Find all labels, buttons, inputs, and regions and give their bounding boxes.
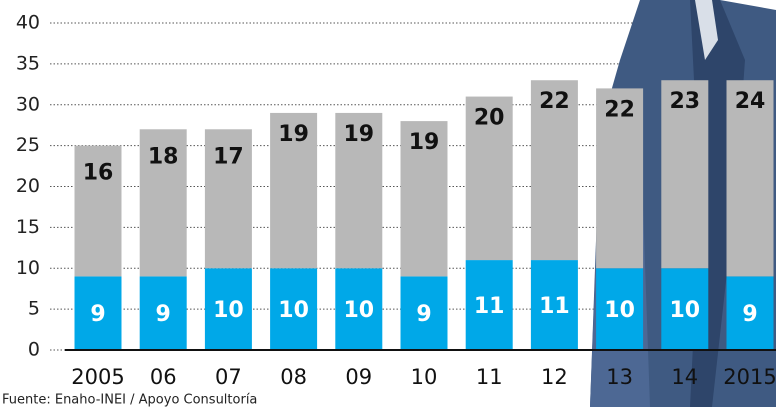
x-tick-label: 2015: [723, 365, 776, 389]
value-label: 10: [669, 298, 700, 323]
y-tick-label: 0: [28, 339, 40, 361]
x-tick-label: 09: [345, 365, 372, 389]
x-tick-label: 11: [476, 365, 503, 389]
value-label: 23: [669, 89, 700, 114]
x-tick-label: 06: [150, 365, 177, 389]
y-tick-label: 40: [16, 12, 40, 34]
value-label: 10: [604, 298, 635, 323]
value-label: 11: [474, 294, 505, 319]
value-label: 19: [343, 122, 374, 147]
y-tick-label: 25: [16, 134, 40, 156]
y-tick-label: 20: [16, 175, 40, 197]
x-tick-label: 07: [215, 365, 242, 389]
value-label: 19: [409, 130, 440, 155]
value-label: 24: [735, 89, 766, 114]
value-label: 9: [742, 302, 757, 327]
y-tick-label: 30: [16, 93, 40, 115]
value-label: 10: [213, 298, 244, 323]
y-tick-label: 35: [16, 52, 40, 74]
value-label: 10: [278, 298, 309, 323]
x-tick-label: 13: [606, 365, 633, 389]
value-label: 22: [604, 97, 635, 122]
source-note: Fuente: Enaho-INEI / Apoyo Consultoría: [2, 393, 257, 407]
x-tick-label: 12: [541, 365, 568, 389]
value-label: 10: [343, 298, 374, 323]
y-tick-label: 15: [16, 216, 40, 238]
x-tick-label: 14: [671, 365, 698, 389]
x-tick-label: 10: [411, 365, 438, 389]
value-label: 18: [148, 144, 179, 169]
x-tick-label: 2005: [71, 365, 124, 389]
value-label: 22: [539, 89, 570, 114]
value-label: 11: [539, 294, 570, 319]
y-tick-label: 10: [16, 257, 40, 279]
value-label: 20: [474, 106, 505, 131]
value-label: 9: [416, 302, 431, 327]
chart: 0 5 10 15 20 25 30 35 40 Fuente: Enaho-INEI / Ap…: [0, 0, 776, 407]
value-label: 17: [213, 144, 244, 169]
value-label: 19: [278, 122, 309, 147]
value-label: 9: [156, 302, 171, 327]
value-label: 16: [83, 161, 114, 186]
value-label: 9: [90, 302, 105, 327]
y-tick-label: 5: [28, 298, 40, 320]
x-tick-label: 08: [280, 365, 307, 389]
